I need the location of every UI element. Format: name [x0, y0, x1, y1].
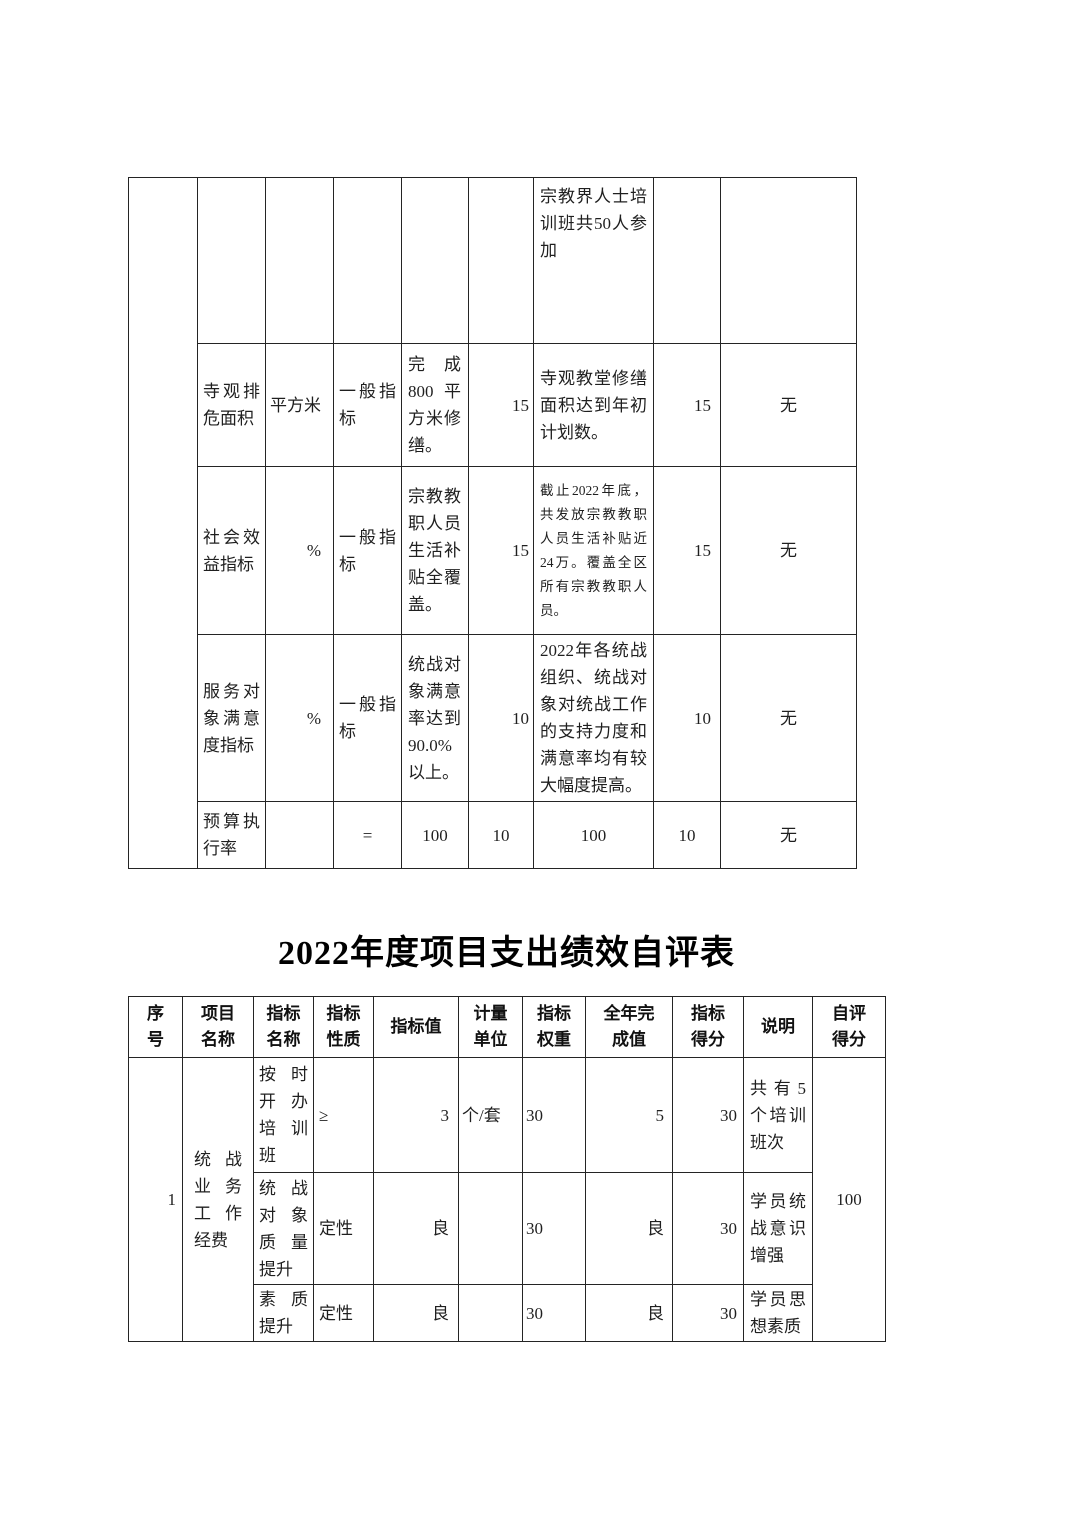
page-title: 2022年度项目支出绩效自评表: [278, 935, 735, 972]
cell-score: 30: [672, 1172, 744, 1285]
cell-target-value: 完成800平方米修缮。: [401, 343, 469, 467]
cell-note: 学员统战意识增强: [743, 1172, 813, 1285]
continuation-table: 宗教界人士培训班共50人参加 寺观排危面积 平方米 一般指标 完成800平方米修…: [128, 177, 857, 869]
cell-nature: 一般指标: [333, 343, 402, 467]
cell-target-value: 宗教教职人员生活补贴全覆盖。: [401, 466, 469, 635]
cell-project-name: 统战业务工作经费: [182, 1057, 254, 1342]
table-row-clipped: 素质提升 定性 良 30 良 30 学员思想素质: [129, 1284, 886, 1342]
cell-completion-value: 2022年各统战组织、统战对象对统战工作的支持力度和满意率均有较大幅度提高。: [533, 634, 654, 802]
header-unit: 计量单位: [458, 996, 523, 1058]
cell-note: 学员思想素质: [743, 1284, 813, 1342]
cell-score: 10: [653, 634, 721, 802]
cell-left-merged-blank: [128, 177, 198, 869]
carryover-row: 宗教界人士培训班共50人参加: [128, 177, 857, 869]
cell-note: 无: [720, 466, 857, 635]
table-row: 寺观排危面积 平方米 一般指标 完成800平方米修缮。 15 寺观教堂修缮面积达…: [129, 343, 857, 467]
cell-completion-carryover: 宗教界人士培训班共50人参加: [533, 177, 654, 344]
table-row: 服务对象满意度指标 % 一般指标 统战对象满意率达到90.0%以上。 10 20…: [129, 634, 857, 802]
cell-completion-value: 寺观教堂修缮面积达到年初计划数。: [533, 343, 654, 467]
cell-target-value: 100: [401, 801, 469, 869]
cell-weight: 30: [522, 1057, 586, 1173]
cell-serial-no: 1: [128, 1057, 183, 1342]
cell-score: 30: [672, 1284, 744, 1342]
header-weight: 指标权重: [522, 996, 586, 1058]
cell-score-blank: [653, 177, 721, 344]
cell-unit: %: [265, 634, 334, 802]
cell-completion-value: 良: [585, 1172, 673, 1285]
cell-nature: 一般指标: [333, 466, 402, 635]
cell-nature: 一般指标: [333, 634, 402, 802]
self-eval-table: 序号 项目名称 指标名称 指标性质 指标值 计量单位 指标权重 全年完成值 指标…: [128, 996, 886, 1342]
cell-score: 30: [672, 1057, 744, 1173]
table-row: 1 统战业务工作经费 按时开办培训班 ≥ 3 个/套 30 5 30 共有5个培…: [128, 1057, 886, 1342]
budget-execution-row: 预算执行率 = 100 10 100 10 无: [129, 801, 857, 869]
cell-note: 无: [720, 343, 857, 467]
cell-unit: [458, 1284, 523, 1342]
cell-target-value: 良: [373, 1172, 459, 1285]
cell-weight: 15: [468, 466, 534, 635]
cell-weight: 30: [522, 1172, 586, 1285]
cell-target-value: 良: [373, 1284, 459, 1342]
table-row: 社会效益指标 % 一般指标 宗教教职人员生活补贴全覆盖。 15 截止2022年底…: [129, 466, 857, 635]
cell-indicator-name: 预算执行率: [197, 801, 266, 869]
header-self-score: 自评得分: [812, 996, 886, 1058]
cell-completion-value: 100: [533, 801, 654, 869]
cell-nature: ≥: [313, 1057, 374, 1173]
cell-unit: [265, 801, 334, 869]
cell-completion-value: 良: [585, 1284, 673, 1342]
cell-indicator-name: 素质提升: [253, 1284, 314, 1342]
cell-unit-blank: [265, 177, 334, 344]
cell-weight: 10: [468, 634, 534, 802]
cell-indicator-name: 按时开办培训班: [253, 1057, 314, 1173]
cell-unit: [458, 1172, 523, 1285]
header-indicator-name: 指标名称: [253, 996, 314, 1058]
cell-unit: %: [265, 466, 334, 635]
cell-completion-value: 5: [585, 1057, 673, 1173]
cell-note: 无: [720, 634, 857, 802]
cell-target-value: 统战对象满意率达到90.0%以上。: [401, 634, 469, 802]
cell-nature: =: [333, 801, 402, 869]
header-target-value: 指标值: [373, 996, 459, 1058]
cell-target-value: 3: [373, 1057, 459, 1173]
cell-indicator-name-blank: [197, 177, 266, 344]
cell-nature-blank: [333, 177, 402, 344]
cell-indicator-name: 社会效益指标: [197, 466, 266, 635]
cell-indicator-name: 统战对象质量提升: [253, 1172, 314, 1285]
cell-score: 15: [653, 343, 721, 467]
header-serial: 序号: [128, 996, 183, 1058]
cell-weight: 10: [468, 801, 534, 869]
cell-score: 10: [653, 801, 721, 869]
cell-self-score: 100: [812, 1057, 886, 1342]
cell-indicator-name: 服务对象满意度指标: [197, 634, 266, 802]
cell-score: 15: [653, 466, 721, 635]
cell-nature: 定性: [313, 1172, 374, 1285]
header-row: 序号 项目名称 指标名称 指标性质 指标值 计量单位 指标权重 全年完成值 指标…: [128, 996, 886, 1058]
header-project-name: 项目名称: [182, 996, 254, 1058]
cell-note-blank: [720, 177, 857, 344]
cell-target-blank: [401, 177, 469, 344]
self-eval-table-container: 序号 项目名称 指标名称 指标性质 指标值 计量单位 指标权重 全年完成值 指标…: [128, 996, 886, 1342]
cell-weight: 30: [522, 1284, 586, 1342]
header-completion-value: 全年完成值: [585, 996, 673, 1058]
header-indicator-nature: 指标性质: [313, 996, 374, 1058]
cell-weight-blank: [468, 177, 534, 344]
table-row: 统战对象质量提升 定性 良 30 良 30 学员统战意识增强: [129, 1172, 886, 1285]
continuation-table-container: 宗教界人士培训班共50人参加 寺观排危面积 平方米 一般指标 完成800平方米修…: [128, 177, 857, 869]
header-note: 说明: [743, 996, 813, 1058]
cell-note: 无: [720, 801, 857, 869]
cell-nature: 定性: [313, 1284, 374, 1342]
header-score: 指标得分: [672, 996, 744, 1058]
cell-unit: 个/套: [458, 1057, 523, 1173]
cell-indicator-name: 寺观排危面积: [197, 343, 266, 467]
cell-unit: 平方米: [265, 343, 334, 467]
cell-completion-value: 截止2022年底，共发放宗教教职人员生活补贴近24万。覆盖全区所有宗教教职人员。: [533, 466, 654, 635]
cell-note: 共有5个培训班次: [743, 1057, 813, 1173]
cell-weight: 15: [468, 343, 534, 467]
